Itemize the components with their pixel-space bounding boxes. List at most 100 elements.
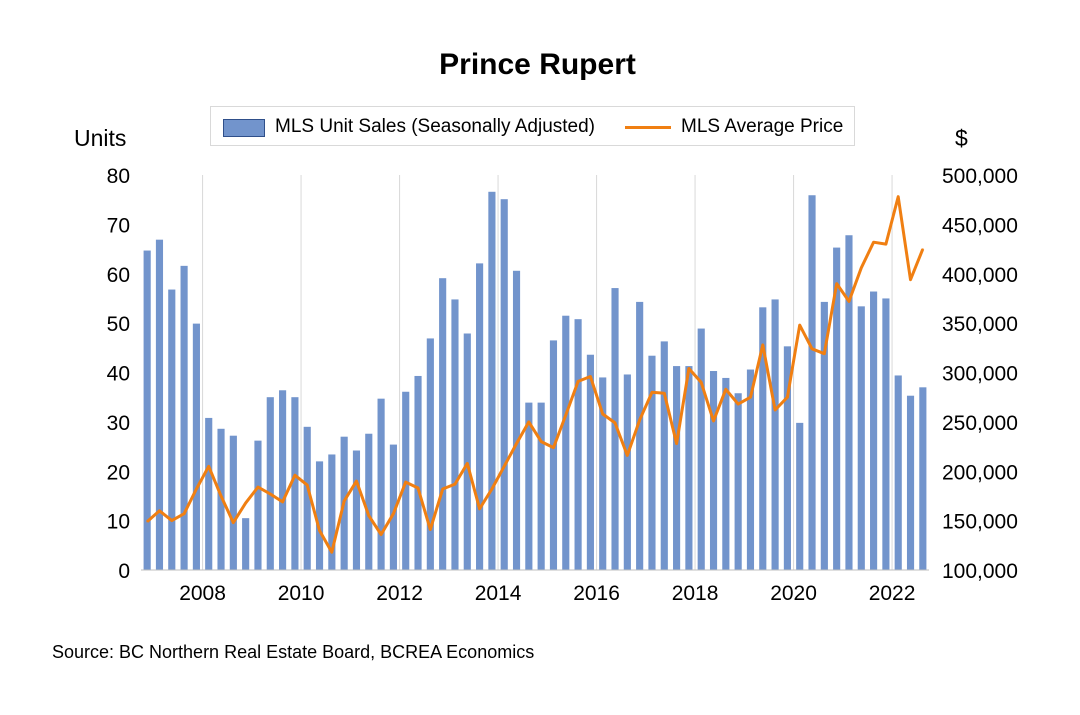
bar — [845, 235, 853, 571]
price-point — [146, 520, 148, 523]
price-point — [922, 248, 924, 250]
x-axis-tick-label: 2018 — [672, 582, 719, 605]
price-point — [675, 442, 678, 445]
price-point — [786, 396, 789, 398]
right-axis-tick-label: 150,000 — [942, 511, 1018, 534]
right-axis-tick-label: 200,000 — [942, 461, 1018, 484]
price-point — [540, 440, 542, 443]
price-point — [367, 514, 370, 517]
price-point — [404, 481, 407, 483]
bar — [673, 366, 681, 570]
bar — [894, 375, 902, 570]
price-point — [294, 474, 296, 477]
price-point — [626, 454, 629, 457]
legend-swatch-unit-sales — [223, 119, 265, 137]
left-axis-tick-label: 30 — [107, 412, 130, 435]
price-point — [749, 396, 752, 398]
bar — [623, 374, 631, 570]
price-point — [269, 493, 272, 495]
bar — [365, 433, 373, 570]
price-point — [835, 282, 838, 285]
price-point — [712, 420, 715, 422]
bar — [636, 301, 644, 570]
bar — [808, 195, 816, 570]
right-axis-tick-label: 400,000 — [942, 264, 1018, 287]
right-axis-tick-label: 350,000 — [942, 313, 1018, 336]
bar — [562, 315, 570, 570]
price-point — [663, 392, 666, 395]
price-point — [528, 421, 530, 423]
bar — [476, 263, 484, 570]
bar — [180, 265, 188, 570]
price-point — [774, 409, 776, 411]
bar — [734, 393, 742, 570]
bar — [611, 288, 619, 570]
x-axis-tick-label: 2020 — [770, 582, 817, 605]
bar — [586, 354, 594, 570]
price-point — [601, 413, 604, 415]
x-axis-tick-label: 2012 — [376, 582, 423, 605]
legend-swatch-average-price — [625, 126, 671, 129]
bar — [242, 518, 250, 570]
bar — [426, 338, 434, 570]
bar — [451, 299, 459, 570]
bar — [512, 270, 521, 570]
price-point — [306, 484, 309, 486]
right-axis-tick-label: 250,000 — [942, 412, 1018, 435]
price-point — [885, 243, 887, 245]
bar — [414, 375, 422, 570]
bar — [488, 191, 496, 570]
left-axis-tick-label: 80 — [107, 165, 130, 188]
bar — [229, 435, 237, 570]
price-point — [823, 352, 826, 355]
bar — [352, 450, 361, 570]
price-point — [454, 483, 456, 485]
price-point — [688, 367, 690, 370]
price-point — [380, 533, 382, 536]
price-point — [281, 501, 284, 503]
price-point — [417, 487, 419, 489]
legend-label-average-price: MLS Average Price — [681, 116, 844, 137]
x-axis-tick-label: 2016 — [573, 582, 620, 605]
right-axis-tick-label: 450,000 — [942, 214, 1018, 237]
price-point — [897, 195, 900, 198]
bar — [857, 306, 865, 570]
bar — [500, 199, 508, 570]
price-point — [761, 344, 764, 346]
bar — [685, 366, 693, 570]
bar — [722, 377, 730, 570]
price-point — [552, 446, 555, 449]
left-axis-tick-label: 60 — [107, 264, 130, 287]
bar — [697, 328, 705, 570]
price-point — [478, 507, 481, 510]
price-point — [170, 519, 173, 522]
price-point — [515, 442, 518, 445]
bar — [882, 298, 890, 570]
bar — [820, 301, 828, 570]
price-point — [207, 465, 210, 468]
bar — [599, 377, 607, 570]
bar — [389, 444, 397, 570]
bar — [537, 402, 545, 570]
left-axis-tick-label: 70 — [107, 214, 130, 237]
bar — [340, 436, 348, 570]
bar — [402, 391, 410, 570]
legend: MLS Unit Sales (Seasonally Adjusted) MLS… — [210, 106, 855, 146]
bar — [254, 440, 262, 570]
bar — [463, 333, 471, 570]
price-point — [909, 278, 912, 281]
bar — [328, 454, 336, 570]
bar — [155, 239, 164, 570]
bar — [291, 397, 299, 570]
price-point — [848, 300, 850, 303]
bar — [303, 426, 311, 570]
bar — [217, 428, 225, 570]
bar — [205, 417, 213, 570]
price-point — [872, 241, 875, 243]
bar — [266, 397, 274, 570]
bar — [439, 278, 447, 570]
x-axis-tick-label: 2010 — [278, 582, 325, 605]
bar — [796, 422, 804, 570]
price-point — [220, 495, 222, 497]
x-axis-tick-label: 2014 — [475, 582, 522, 605]
